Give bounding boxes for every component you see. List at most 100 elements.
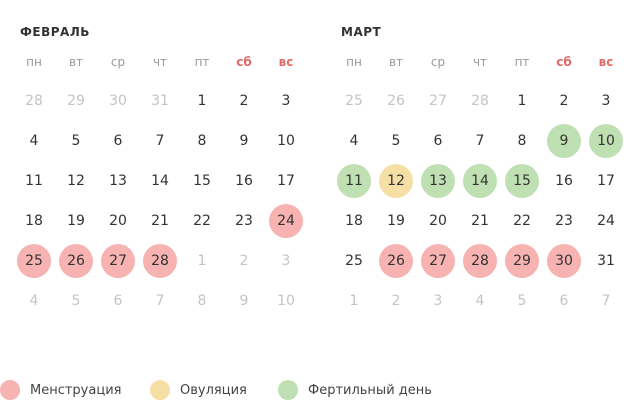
- weekday-label: вт: [388, 55, 404, 69]
- calendar-day-menstruation[interactable]: 30: [547, 244, 581, 278]
- weekday-label: вт: [68, 55, 84, 69]
- legend-label: Менструация: [30, 382, 122, 398]
- calendar-day-other-month[interactable]: 6: [559, 293, 569, 309]
- calendar-day-other-month[interactable]: 5: [71, 293, 81, 309]
- calendar-day[interactable]: 1: [517, 93, 527, 109]
- legend-item-menstruation: Менструация: [0, 378, 121, 402]
- calendar-day-other-month[interactable]: 7: [601, 293, 611, 309]
- calendar-day-other-month[interactable]: 4: [475, 293, 485, 309]
- calendar-day-other-month[interactable]: 2: [239, 253, 249, 269]
- calendar-day-other-month[interactable]: 3: [433, 293, 443, 309]
- legend-item-fertile: Фертильный день: [278, 378, 432, 402]
- calendar-day-menstruation[interactable]: 26: [59, 244, 93, 278]
- calendar-day-fertile[interactable]: 9: [547, 124, 581, 158]
- calendar-day-fertile[interactable]: 13: [421, 164, 455, 198]
- calendar-day[interactable]: 19: [387, 213, 405, 229]
- calendar-day[interactable]: 31: [597, 253, 615, 269]
- calendar-day[interactable]: 7: [155, 133, 165, 149]
- calendar-day[interactable]: 24: [597, 213, 615, 229]
- calendar-day[interactable]: 19: [67, 213, 85, 229]
- calendar-day[interactable]: 25: [345, 253, 363, 269]
- calendar-day[interactable]: 22: [193, 213, 211, 229]
- calendar-day[interactable]: 16: [555, 173, 573, 189]
- calendar-day[interactable]: 2: [239, 93, 249, 109]
- weekday-label: пн: [346, 55, 362, 69]
- calendar-day[interactable]: 9: [239, 133, 249, 149]
- calendar-day-other-month[interactable]: 6: [113, 293, 123, 309]
- calendar-day-other-month[interactable]: 26: [387, 93, 405, 109]
- calendar-day-menstruation[interactable]: 29: [505, 244, 539, 278]
- calendar-day[interactable]: 16: [235, 173, 253, 189]
- calendar-day-other-month[interactable]: 4: [29, 293, 39, 309]
- calendar-day-menstruation[interactable]: 28: [143, 244, 177, 278]
- calendar-day[interactable]: 18: [345, 213, 363, 229]
- calendar-day[interactable]: 20: [429, 213, 447, 229]
- calendar-day-fertile[interactable]: 15: [505, 164, 539, 198]
- menstruation-dot-icon: [0, 380, 20, 400]
- calendar-day-ovulation[interactable]: 12: [379, 164, 413, 198]
- calendar-day[interactable]: 17: [277, 173, 295, 189]
- calendar-day-other-month[interactable]: 1: [349, 293, 359, 309]
- calendar-day[interactable]: 21: [151, 213, 169, 229]
- calendar-day-fertile[interactable]: 10: [589, 124, 623, 158]
- calendar-day-menstruation[interactable]: 27: [421, 244, 455, 278]
- calendar-day[interactable]: 4: [349, 133, 359, 149]
- calendar-day-other-month[interactable]: 29: [67, 93, 85, 109]
- calendar-day-other-month[interactable]: 3: [281, 253, 291, 269]
- calendar-day-other-month[interactable]: 7: [155, 293, 165, 309]
- calendar-day[interactable]: 14: [151, 173, 169, 189]
- calendar-day[interactable]: 23: [555, 213, 573, 229]
- month-title: МАРТ: [341, 25, 382, 39]
- calendar-day-other-month[interactable]: 8: [197, 293, 207, 309]
- weekday-label: ср: [110, 55, 126, 69]
- calendar-day-menstruation[interactable]: 24: [269, 204, 303, 238]
- calendar-day[interactable]: 6: [113, 133, 123, 149]
- calendar-day-fertile[interactable]: 11: [337, 164, 371, 198]
- calendar-day[interactable]: 1: [197, 93, 207, 109]
- calendar-day-other-month[interactable]: 9: [239, 293, 249, 309]
- month-title: ФЕВРАЛЬ: [20, 25, 90, 39]
- calendar-day-other-month[interactable]: 27: [429, 93, 447, 109]
- calendar-day[interactable]: 12: [67, 173, 85, 189]
- ovulation-dot-icon: [150, 380, 170, 400]
- calendar-day-other-month[interactable]: 30: [109, 93, 127, 109]
- calendar-day-other-month[interactable]: 2: [391, 293, 401, 309]
- calendar-day[interactable]: 5: [391, 133, 401, 149]
- calendar-day-menstruation[interactable]: 26: [379, 244, 413, 278]
- calendar-day[interactable]: 2: [559, 93, 569, 109]
- calendar-day[interactable]: 13: [109, 173, 127, 189]
- weekday-label: сб: [236, 55, 252, 69]
- calendar-day-other-month[interactable]: 5: [517, 293, 527, 309]
- calendar-day[interactable]: 21: [471, 213, 489, 229]
- calendar-day[interactable]: 3: [281, 93, 291, 109]
- calendar-day-other-month[interactable]: 28: [471, 93, 489, 109]
- calendar-day-other-month[interactable]: 31: [151, 93, 169, 109]
- calendar-day[interactable]: 5: [71, 133, 81, 149]
- calendar-day[interactable]: 8: [197, 133, 207, 149]
- calendar-day[interactable]: 18: [25, 213, 43, 229]
- calendar-day-other-month[interactable]: 10: [277, 293, 295, 309]
- calendar-day-menstruation[interactable]: 28: [463, 244, 497, 278]
- calendar-day[interactable]: 10: [277, 133, 295, 149]
- calendar-day[interactable]: 22: [513, 213, 531, 229]
- legend-label: Фертильный день: [308, 382, 432, 398]
- calendar-day[interactable]: 11: [25, 173, 43, 189]
- calendar-day-menstruation[interactable]: 25: [17, 244, 51, 278]
- calendar-day[interactable]: 4: [29, 133, 39, 149]
- calendar-day-other-month[interactable]: 1: [197, 253, 207, 269]
- calendar-day-menstruation[interactable]: 27: [101, 244, 135, 278]
- calendar-day[interactable]: 3: [601, 93, 611, 109]
- calendar-day-fertile[interactable]: 14: [463, 164, 497, 198]
- calendar-day[interactable]: 20: [109, 213, 127, 229]
- calendar-day[interactable]: 7: [475, 133, 485, 149]
- weekday-label: сб: [556, 55, 572, 69]
- calendar-day[interactable]: 6: [433, 133, 443, 149]
- calendar-day[interactable]: 15: [193, 173, 211, 189]
- weekday-label: чт: [152, 55, 168, 69]
- legend-label: Овуляция: [180, 382, 247, 398]
- calendar-day[interactable]: 17: [597, 173, 615, 189]
- calendar-day[interactable]: 8: [517, 133, 527, 149]
- calendar-day-other-month[interactable]: 28: [25, 93, 43, 109]
- calendar-day[interactable]: 23: [235, 213, 253, 229]
- calendar-day-other-month[interactable]: 25: [345, 93, 363, 109]
